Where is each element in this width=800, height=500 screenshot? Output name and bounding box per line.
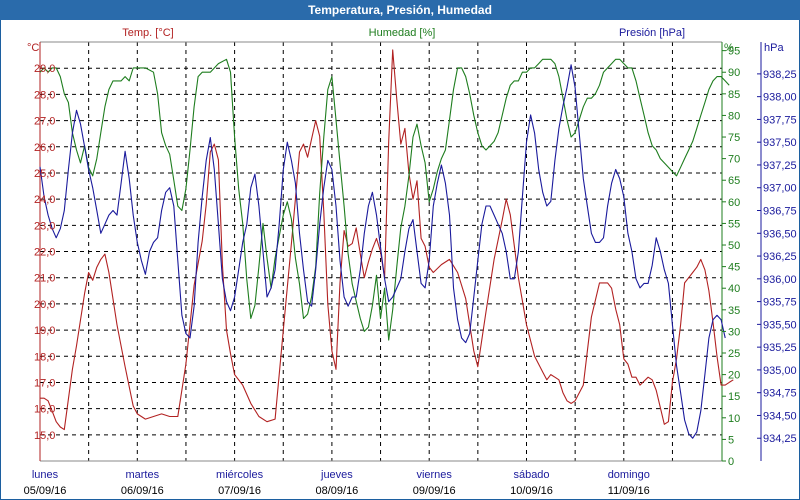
x-day-label: viernes (416, 469, 452, 481)
hum-tick-label: 60 (728, 197, 740, 209)
x-day-label: domingo (608, 469, 650, 481)
press-tick-label: 934,50 (763, 410, 797, 422)
x-day-label: sábado (513, 469, 549, 481)
grid (40, 42, 722, 461)
hum-tick-label: 50 (728, 240, 740, 252)
press-tick-label: 935,00 (763, 365, 797, 377)
press-tick-label: 935,50 (763, 319, 797, 331)
hum-axis-label: Humedad [%] (369, 27, 436, 39)
press-tick-label: 938,00 (763, 92, 797, 104)
temp-axis-unit: °C (27, 42, 39, 54)
x-day-label: martes (125, 469, 159, 481)
temp-tick-label: 19,0 (34, 325, 55, 337)
press-tick-label: 936,50 (763, 228, 797, 240)
hum-tick-label: 55 (728, 218, 740, 230)
press-axis-label: Presión [hPa] (619, 27, 685, 39)
hum-tick-label: 5 (728, 434, 734, 446)
hum-tick-label: 30 (728, 326, 740, 338)
temp-tick-label: 28,0 (34, 89, 55, 101)
temp-tick-label: 27,0 (34, 116, 55, 128)
x-date-label: 09/09/16 (413, 485, 456, 497)
x-day-label: lunes (32, 469, 59, 481)
press-tick-label: 935,75 (763, 297, 797, 309)
temp-tick-label: 17,0 (34, 377, 55, 389)
temp-tick-label: 29,0 (34, 63, 55, 75)
press-tick-label: 937,75 (763, 114, 797, 126)
temp-tick-label: 26,0 (34, 142, 55, 154)
chart-title: Temperatura, Presión, Humedad (0, 0, 800, 20)
axis-labels: 15,0 16,0 17,0 18,0 19,0 20,0 21,0 22,0 23,0 24,0… (24, 46, 797, 497)
temp-tick-label: 15,0 (34, 430, 55, 442)
hum-tick-label: 85 (728, 89, 740, 101)
series-line-temp (40, 49, 734, 431)
hum-tick-label: 10 (728, 413, 740, 425)
temp-tick-label: 18,0 (34, 351, 55, 363)
hum-tick-label: 0 (728, 456, 734, 468)
press-tick-label: 935,25 (763, 342, 797, 354)
series-line-hum (39, 58, 730, 341)
press-tick-label: 938,25 (763, 69, 797, 81)
hum-tick-label: 75 (728, 132, 740, 144)
hum-tick-label: 95 (728, 46, 740, 58)
series-layer (39, 49, 734, 439)
hum-tick-label: 65 (728, 175, 740, 187)
x-date-label: 05/09/16 (24, 485, 67, 497)
temp-tick-label: 23,0 (34, 220, 55, 232)
press-tick-label: 934,25 (763, 433, 797, 445)
temp-tick-label: 22,0 (34, 247, 55, 259)
hum-tick-label: 80 (728, 110, 740, 122)
hum-tick-label: 15 (728, 391, 740, 403)
x-date-label: 11/09/16 (608, 485, 650, 497)
x-date-label: 06/09/16 (121, 485, 164, 497)
x-date-label: 08/09/16 (315, 485, 358, 497)
temp-tick-label: 16,0 (34, 404, 55, 416)
hum-tick-label: 90 (728, 67, 740, 79)
hum-tick-label: 20 (728, 370, 740, 382)
press-tick-label: 936,25 (763, 251, 797, 263)
temp-tick-label: 25,0 (34, 168, 55, 180)
hum-tick-label: 45 (728, 262, 740, 274)
press-tick-label: 937,25 (763, 160, 797, 172)
press-tick-label: 936,75 (763, 206, 797, 218)
temp-axis-label: Temp. [°C] (122, 27, 173, 39)
hum-tick-label: 70 (728, 154, 740, 166)
hum-tick-label: 25 (728, 348, 740, 360)
hum-axis-unit: % (724, 42, 734, 54)
x-date-label: 07/09/16 (218, 485, 261, 497)
temp-tick-label: 24,0 (34, 194, 55, 206)
x-day-label: jueves (320, 469, 353, 481)
temp-tick-label: 20,0 (34, 299, 55, 311)
press-tick-label: 936,00 (763, 274, 797, 286)
x-day-label: miércoles (216, 469, 264, 481)
series-line-press (39, 64, 726, 439)
x-date-label: 10/09/16 (510, 485, 553, 497)
plot-border (39, 41, 762, 462)
press-axis-unit: hPa (764, 42, 784, 54)
press-tick-label: 937,50 (763, 137, 797, 149)
hum-tick-label: 35 (728, 305, 740, 317)
press-tick-label: 937,00 (763, 183, 797, 195)
press-tick-label: 934,75 (763, 388, 797, 400)
temp-tick-label: 21,0 (34, 273, 55, 285)
hum-tick-label: 40 (728, 283, 740, 295)
